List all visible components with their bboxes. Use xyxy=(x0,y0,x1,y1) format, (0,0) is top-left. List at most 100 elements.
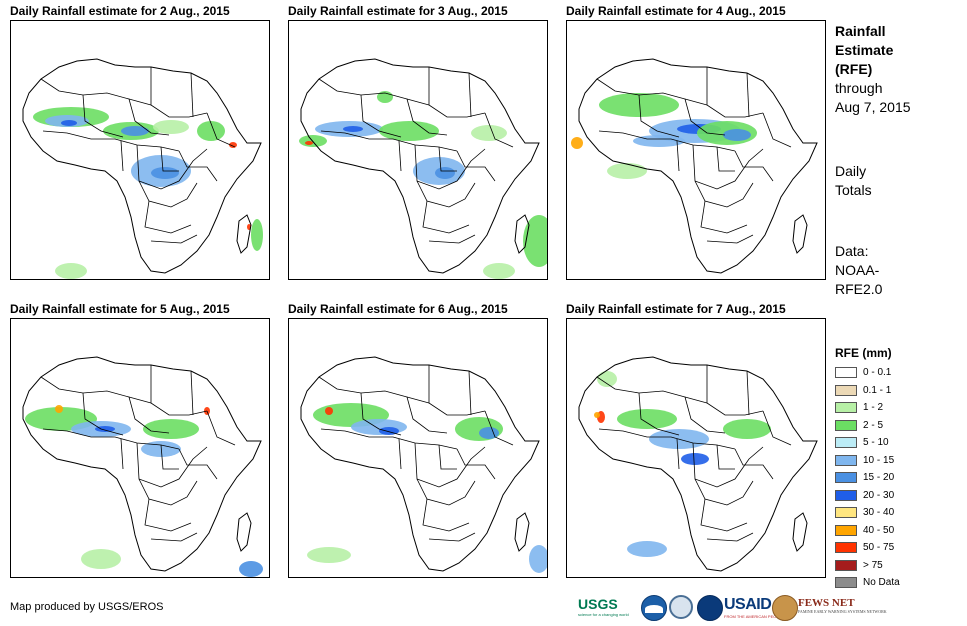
legend-label: 5 - 10 xyxy=(863,437,889,449)
country-border xyxy=(746,72,750,118)
totals-note: Daily Totals xyxy=(835,162,963,200)
legend-swatch xyxy=(835,384,857,396)
rainfall-area xyxy=(95,426,115,432)
country-border xyxy=(128,98,170,136)
country-border xyxy=(360,94,402,138)
rainfall-map xyxy=(288,318,548,578)
legend-title: RFE (mm) xyxy=(835,346,892,360)
rainfall-area xyxy=(523,215,547,267)
country-border xyxy=(468,72,472,118)
country-border xyxy=(684,98,726,136)
fews-seal-icon xyxy=(772,595,798,621)
madagascar-outline xyxy=(792,214,808,254)
legend-label: 50 - 75 xyxy=(863,542,895,554)
country-border xyxy=(120,438,124,470)
rainfall-area xyxy=(571,137,583,149)
rainfall-area xyxy=(529,545,547,573)
panel-title: Daily Rainfall estimate for 3 Aug., 2015 xyxy=(288,4,508,18)
rainfall-area xyxy=(594,412,600,418)
country-border xyxy=(190,370,194,416)
legend-item: 1 - 2 xyxy=(835,399,963,417)
map-panel-aug3: Daily Rainfall estimate for 3 Aug., 2015 xyxy=(288,4,548,280)
country-border xyxy=(706,67,764,118)
rainfall-area xyxy=(121,126,149,136)
africa-coastline xyxy=(22,356,262,572)
madagascar-outline xyxy=(236,512,252,552)
country-border xyxy=(398,140,402,172)
rainfall-area xyxy=(627,541,667,557)
country-border xyxy=(206,410,236,446)
legend-label: 15 - 20 xyxy=(863,472,895,484)
country-border xyxy=(692,144,764,190)
legend-label: 2 - 5 xyxy=(863,419,884,431)
country-border xyxy=(178,448,218,480)
country-border xyxy=(138,478,198,506)
country-border xyxy=(456,448,496,480)
rainfall-area xyxy=(471,125,507,141)
rainfall-area xyxy=(307,547,351,563)
rainfall-area xyxy=(305,141,313,145)
legend-item: 2 - 5 xyxy=(835,417,963,435)
country-border xyxy=(484,112,514,148)
legend-item: 20 - 30 xyxy=(835,487,963,505)
country-border xyxy=(762,410,792,446)
legend-label: No Data xyxy=(863,577,900,589)
country-border xyxy=(716,444,735,470)
africa-coastline xyxy=(300,356,540,572)
through-date: Aug 7, 2015 xyxy=(835,99,911,115)
legend-label: 1 - 2 xyxy=(863,402,884,414)
legend-swatch xyxy=(835,577,857,589)
country-border xyxy=(716,146,735,172)
country-border xyxy=(40,78,152,106)
data-source: Data: NOAA- RFE2.0 xyxy=(835,242,963,299)
rainfall-area xyxy=(479,427,499,439)
legend-swatch xyxy=(835,524,857,536)
legend-item: 0 - 0.1 xyxy=(835,364,963,382)
country-border xyxy=(706,365,764,416)
country-border xyxy=(144,498,192,532)
legend-label: 0 - 0.1 xyxy=(863,367,892,379)
legend-label: > 75 xyxy=(863,559,883,571)
country-border xyxy=(694,180,754,208)
country-border xyxy=(120,140,124,172)
legend-label: 10 - 15 xyxy=(863,454,895,466)
country-border xyxy=(178,150,218,182)
country-border xyxy=(150,234,198,244)
country-border xyxy=(676,438,680,470)
rainfall-map xyxy=(566,318,826,578)
fewsnet-logo: FEWS NET FAMINE EARLY WARNING SYSTEMS NET… xyxy=(798,597,887,614)
country-border xyxy=(700,498,748,532)
legend-label: 20 - 30 xyxy=(863,489,895,501)
rainfall-field xyxy=(307,403,547,573)
panel-title: Daily Rainfall estimate for 4 Aug., 2015 xyxy=(566,4,786,18)
rainfall-area xyxy=(607,163,647,179)
rainfall-area xyxy=(197,121,225,141)
credit-text: Map produced by USGS/EROS xyxy=(10,601,164,613)
africa-coastline xyxy=(300,58,540,274)
country-border xyxy=(638,94,680,138)
panel-title: Daily Rainfall estimate for 7 Aug., 2015 xyxy=(566,302,786,316)
country-border xyxy=(456,150,496,182)
rainfall-area xyxy=(483,263,515,279)
country-border xyxy=(694,478,754,506)
country-border xyxy=(428,365,486,416)
country-border xyxy=(398,438,402,470)
rainfall-area xyxy=(723,129,751,141)
through-line: through xyxy=(835,80,883,96)
country-border xyxy=(406,396,448,434)
country-border xyxy=(676,140,680,172)
rainfall-area xyxy=(379,121,439,141)
legend-swatch xyxy=(835,402,857,414)
rainfall-area xyxy=(251,219,263,251)
country-border xyxy=(428,532,476,542)
country-border xyxy=(700,200,748,234)
usaid-logo-text: USAID xyxy=(724,596,772,613)
country-border xyxy=(360,392,402,436)
usgs-logo-text: USGS xyxy=(578,596,618,612)
rainfall-map xyxy=(566,20,826,280)
rainfall-area xyxy=(435,167,455,179)
legend-item: 5 - 10 xyxy=(835,434,963,452)
country-border xyxy=(422,200,470,234)
legend-swatch xyxy=(835,559,857,571)
country-border xyxy=(734,448,774,480)
